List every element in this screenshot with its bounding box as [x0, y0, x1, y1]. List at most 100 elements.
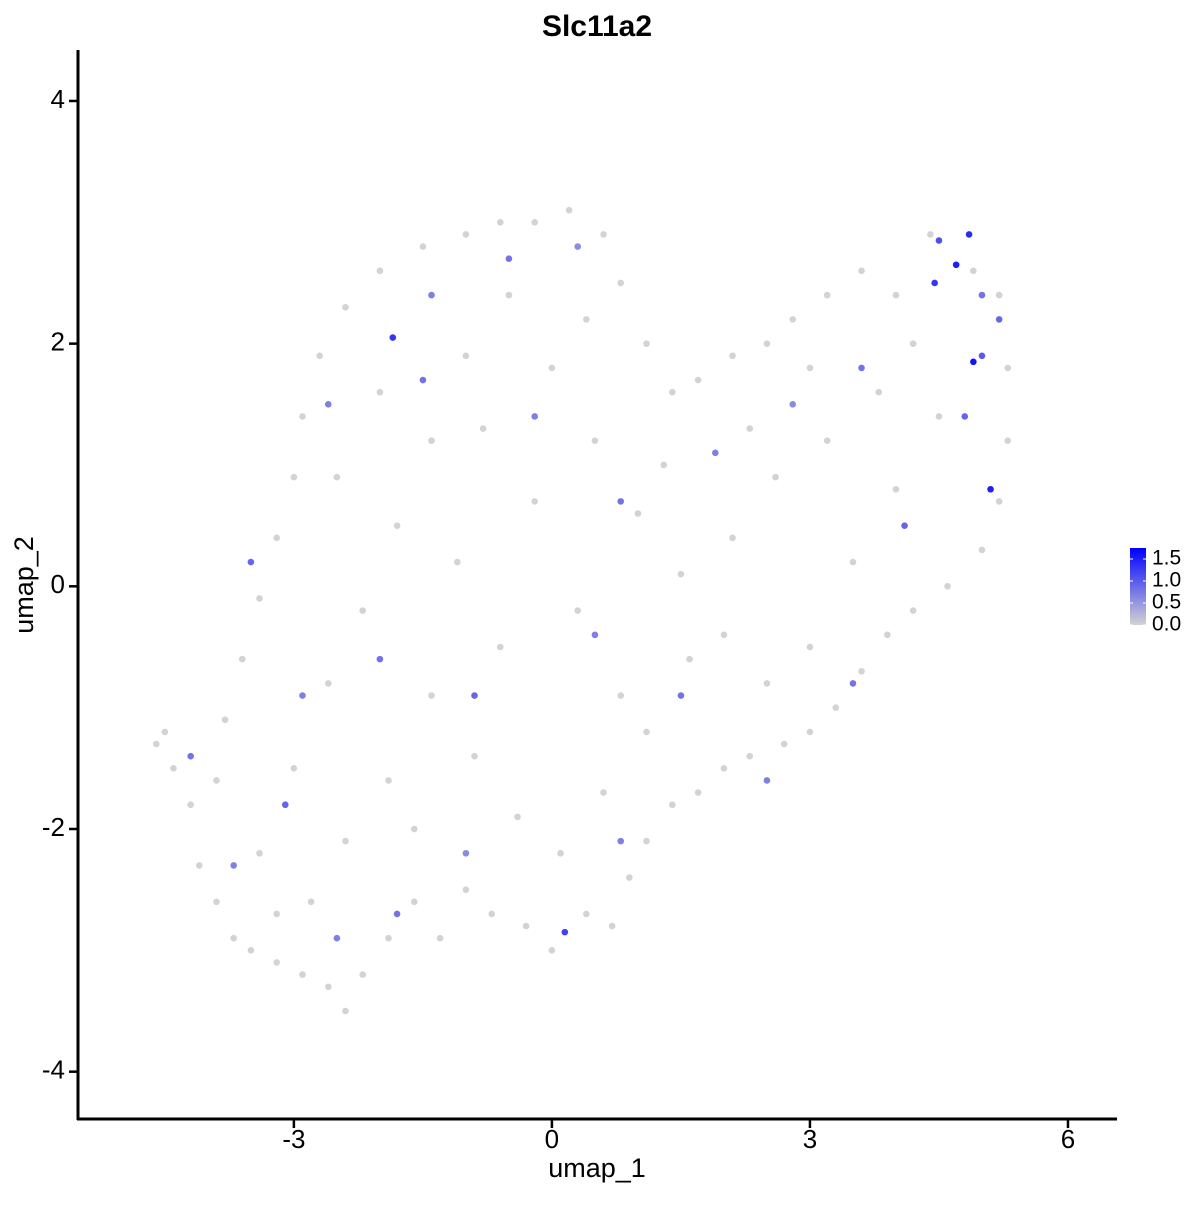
y-tick-label: 4: [51, 84, 65, 114]
x-tick-label: 6: [1061, 1124, 1075, 1154]
point: [729, 352, 736, 360]
point: [935, 413, 943, 420]
point: [909, 340, 917, 347]
point: [772, 473, 779, 481]
point: [290, 765, 298, 772]
point: [965, 231, 973, 238]
point: [806, 728, 814, 736]
point: [389, 334, 397, 341]
point: [471, 752, 478, 760]
y-axis-title: umap_2: [9, 536, 39, 634]
x-axis-title: umap_1: [548, 1153, 646, 1183]
chart-title: Slc11a2: [542, 10, 652, 43]
point: [548, 947, 556, 954]
point: [273, 534, 280, 542]
point: [583, 316, 590, 323]
point: [152, 740, 160, 748]
point: [591, 437, 599, 445]
point: [574, 243, 582, 250]
y-tick-label: 2: [51, 327, 65, 357]
point: [931, 279, 938, 287]
point: [669, 388, 676, 396]
point: [462, 886, 470, 893]
point: [978, 352, 986, 360]
point: [806, 364, 814, 372]
point: [299, 413, 306, 420]
point: [823, 437, 831, 445]
point: [299, 971, 306, 978]
point: [970, 358, 977, 366]
point: [789, 316, 797, 323]
point: [342, 1007, 349, 1015]
point: [359, 607, 366, 614]
point: [531, 498, 539, 505]
point: [583, 910, 590, 918]
point: [557, 849, 564, 857]
y-tick-label: -4: [42, 1055, 65, 1085]
x-tick-label: 0: [545, 1124, 559, 1154]
x-tick-label: -3: [282, 1124, 305, 1154]
point: [505, 291, 513, 299]
point: [892, 291, 900, 299]
point: [230, 934, 237, 942]
point: [995, 291, 1003, 299]
point: [617, 692, 625, 699]
point: [995, 316, 1003, 323]
point: [471, 692, 478, 699]
point: [497, 219, 504, 226]
point: [333, 473, 341, 481]
point: [712, 449, 719, 457]
point: [299, 692, 306, 699]
point: [290, 473, 298, 481]
point: [161, 728, 169, 736]
point: [892, 485, 900, 493]
point: [1004, 364, 1012, 372]
point: [806, 643, 814, 651]
point: [324, 401, 332, 408]
color-legend: 0.00.51.01.5: [1130, 547, 1181, 636]
point: [419, 243, 427, 250]
point: [901, 522, 908, 529]
point: [230, 862, 237, 869]
point: [634, 510, 642, 517]
point: [694, 789, 702, 796]
point: [462, 231, 470, 238]
point: [720, 631, 728, 639]
point: [789, 401, 797, 408]
point: [1004, 437, 1012, 445]
point: [522, 922, 530, 930]
point: [273, 959, 280, 966]
colorbar-label: 0.5: [1152, 591, 1181, 614]
point: [849, 680, 857, 687]
point: [858, 667, 865, 675]
point: [514, 813, 521, 821]
x-tick-label: 3: [803, 1124, 817, 1154]
point: [393, 910, 401, 918]
point: [376, 267, 384, 275]
point: [875, 388, 883, 396]
colorbar-label: 1.0: [1152, 569, 1181, 592]
point: [462, 352, 470, 360]
point: [548, 364, 556, 372]
point: [617, 498, 625, 505]
point: [978, 546, 986, 554]
point: [505, 255, 513, 263]
point: [436, 934, 444, 942]
point: [935, 237, 943, 244]
point: [961, 413, 969, 420]
point: [927, 231, 934, 238]
point: [643, 837, 650, 845]
point: [626, 874, 633, 881]
colorbar-label: 1.5: [1152, 547, 1181, 570]
point: [454, 558, 461, 566]
point: [608, 922, 616, 930]
point: [316, 352, 323, 360]
point: [187, 801, 194, 809]
point: [170, 765, 177, 772]
point: [324, 983, 332, 991]
point: [497, 643, 504, 651]
point: [763, 680, 771, 687]
y-tick-label: -2: [42, 812, 65, 842]
point: [531, 413, 539, 420]
point: [823, 291, 831, 299]
